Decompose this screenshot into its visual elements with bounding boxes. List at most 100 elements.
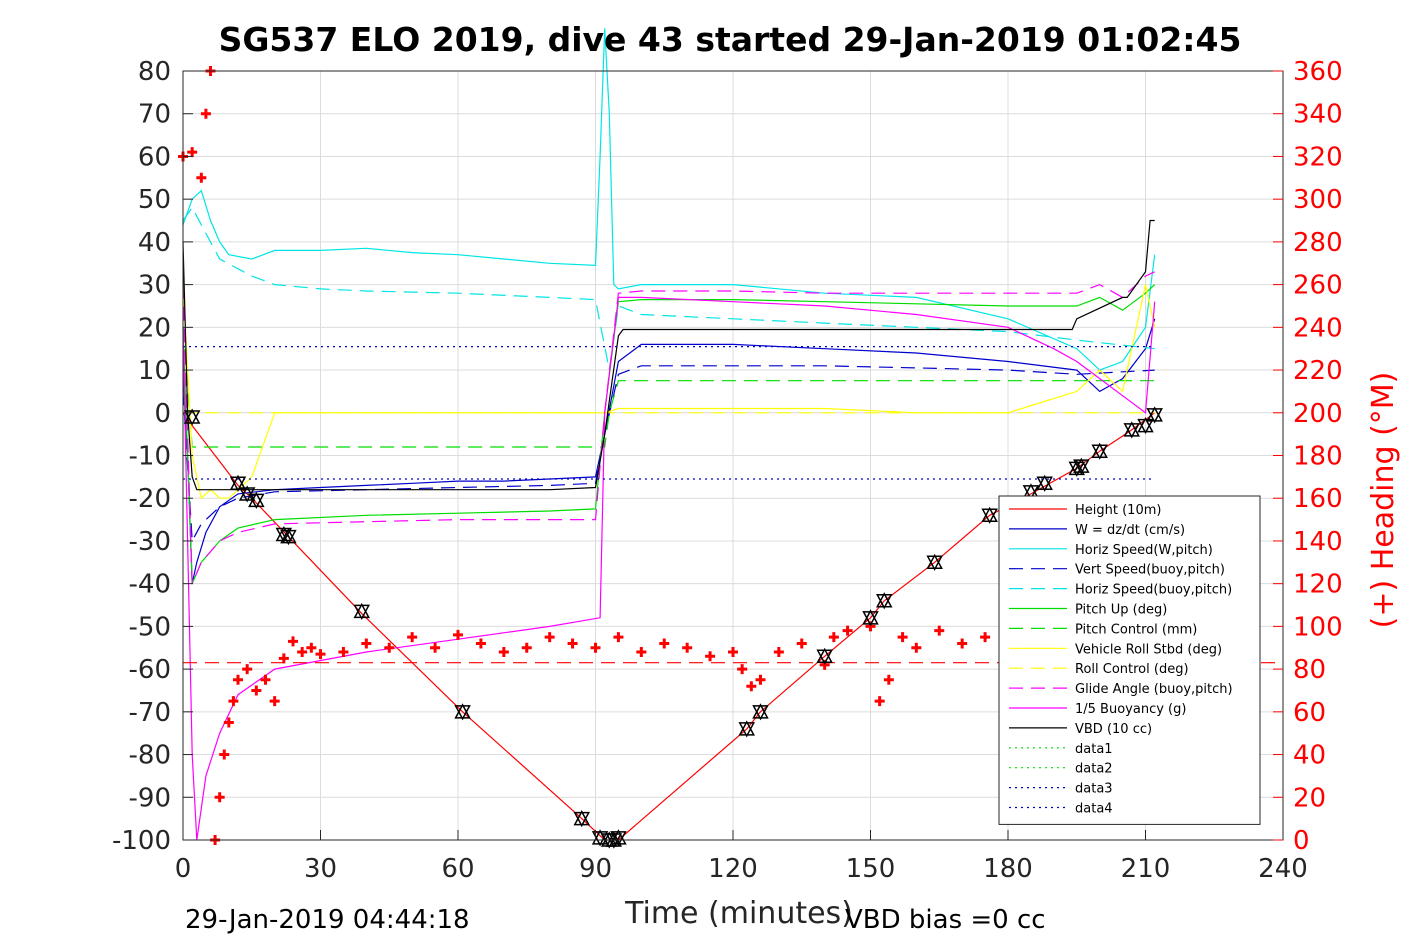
y-tick-label: 60: [138, 142, 171, 172]
depth-marker: [738, 720, 756, 738]
heading-point: [613, 632, 624, 643]
series-line-7: [182, 284, 1156, 500]
y-tick-label: -60: [129, 655, 171, 685]
legend-entry: VBD (10 cc): [1075, 722, 1152, 737]
heading-point: [911, 642, 922, 653]
y-tick-label: -100: [112, 826, 171, 856]
y2-tick-label: 180: [1293, 442, 1343, 472]
legend-entry: Pitch Control (mm): [1075, 622, 1197, 637]
depth-marker: [1137, 417, 1154, 435]
heading-point: [196, 172, 207, 183]
heading-point: [796, 638, 807, 649]
y2-tick-label: 220: [1293, 356, 1343, 386]
depth-marker: [353, 602, 371, 621]
heading-point: [384, 642, 395, 653]
depth-marker: [280, 528, 297, 546]
heading-point: [659, 638, 670, 649]
y-tick-label: -40: [129, 570, 171, 600]
heading-point: [200, 108, 211, 119]
x-tick-label: 240: [1258, 854, 1308, 884]
x-tick-label: 180: [983, 854, 1033, 884]
legend-entry: Roll Control (deg): [1075, 662, 1189, 677]
series-line-0: [182, 412, 1156, 841]
legend-entry: Vehicle Roll Stbd (deg): [1075, 642, 1222, 657]
depth-marker: [816, 647, 833, 665]
heading-point: [567, 638, 578, 649]
depth-marker: [1068, 459, 1086, 477]
series-line-11: [182, 219, 1155, 491]
heading-point: [755, 674, 766, 685]
y-tick-label: -80: [129, 741, 171, 771]
x-tick-label: 90: [579, 854, 612, 884]
heading-point: [590, 642, 601, 653]
legend-entry: data2: [1075, 762, 1113, 777]
heading-point: [338, 647, 349, 658]
heading-point: [828, 632, 839, 643]
depth-marker: [1036, 474, 1053, 492]
heading-point: [636, 647, 647, 658]
depth-marker: [275, 525, 293, 544]
y-tick-label: 80: [138, 57, 171, 87]
marker-layer: [178, 66, 1163, 849]
y2-tick-label: 40: [1293, 741, 1326, 771]
heading-point: [219, 749, 230, 760]
y-tick-label: 30: [138, 271, 171, 301]
heading-point: [251, 685, 262, 696]
y-tick-label: -50: [129, 612, 171, 642]
heading-point: [228, 696, 239, 707]
legend-entry: Vert Speed(buoy,pitch): [1075, 563, 1225, 578]
y2-tick-label: 140: [1293, 527, 1343, 557]
heading-point: [475, 638, 486, 649]
x-tick-label: 0: [175, 854, 192, 884]
y2-tick-label: 300: [1293, 185, 1343, 215]
heading-point: [498, 647, 509, 658]
heading-point: [980, 632, 991, 643]
series-line-10: [182, 296, 1156, 841]
y2-axis-label: (+) Heading (°M): [1366, 372, 1401, 629]
heading-point: [773, 647, 784, 658]
legend-entry: W = dz/dt (cm/s): [1075, 523, 1185, 538]
heading-point: [728, 647, 738, 658]
depth-marker: [752, 703, 769, 721]
depth-marker: [875, 592, 893, 610]
x-tick-label: 60: [441, 854, 474, 884]
y-tick-label: 40: [138, 228, 171, 258]
y2-tick-label: 80: [1293, 655, 1326, 685]
series-line-2: [182, 28, 1156, 371]
depth-marker: [248, 491, 265, 509]
y-tick-label: 10: [138, 356, 171, 386]
depth-marker: [573, 810, 591, 828]
y2-tick-label: 360: [1293, 57, 1343, 87]
heading-point: [315, 649, 326, 660]
y-tick-label: -30: [129, 527, 171, 557]
heading-point: [874, 696, 885, 707]
legend-entry: data1: [1075, 742, 1113, 757]
legend: Height (10m) W = dz/dt (cm/s) Horiz Speed(…: [998, 495, 1261, 825]
depth-marker: [862, 609, 879, 627]
legend-entry: Pitch Up (deg): [1075, 603, 1167, 618]
footer-vbd-bias: VBD bias =0 cc: [845, 905, 1046, 935]
chart-title: SG537 ELO 2019, dive 43 started 29-Jan-2…: [219, 20, 1242, 59]
heading-point: [407, 632, 418, 643]
heading-point: [260, 674, 271, 685]
x-axis-label: Time (minutes): [624, 896, 853, 931]
legend-entry: Glide Angle (buoy,pitch): [1075, 682, 1233, 697]
y-tick-label: 20: [138, 313, 171, 343]
y2-tick-label: 320: [1293, 142, 1343, 172]
y-tick-label: 50: [138, 185, 171, 215]
depth-marker: [1146, 406, 1163, 424]
heading-point: [883, 674, 894, 685]
y-tick-label: -10: [129, 442, 171, 472]
heading-point: [842, 625, 853, 636]
heading-point: [306, 642, 317, 653]
depth-marker: [981, 506, 998, 524]
y-tick-label: -20: [129, 484, 171, 514]
heading-point: [682, 642, 693, 653]
y2-tick-label: 100: [1293, 612, 1343, 642]
y2-tick-label: 260: [1293, 271, 1343, 301]
y2-tick-label: 200: [1293, 399, 1343, 429]
y2-tick-label: 20: [1293, 783, 1326, 813]
heading-point: [746, 681, 757, 692]
